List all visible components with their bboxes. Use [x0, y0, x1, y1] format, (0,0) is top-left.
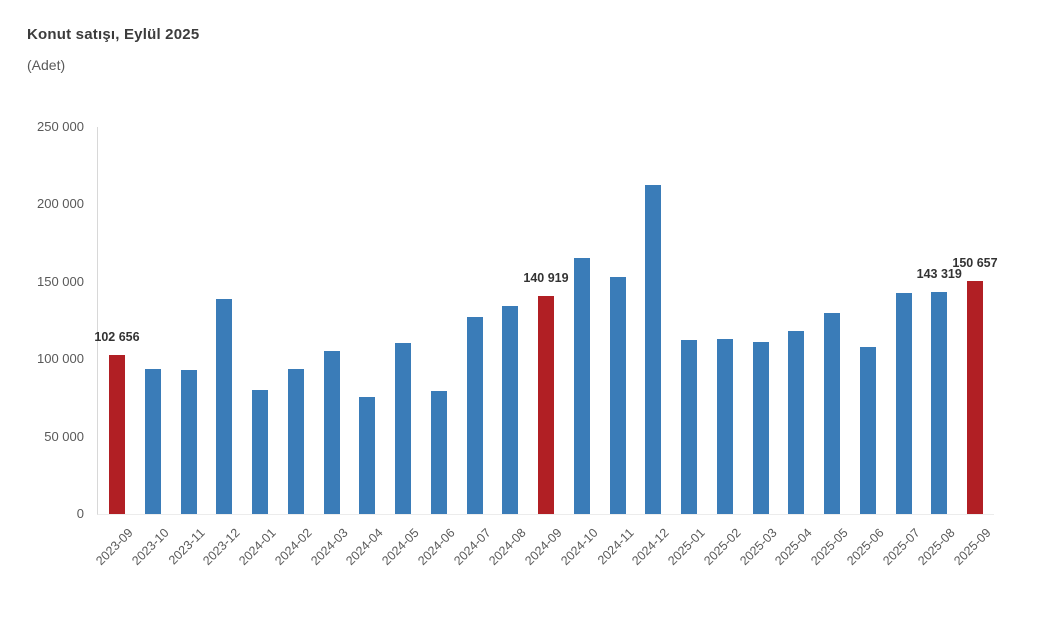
bar-2023-11[interactable]: [180, 369, 197, 514]
bar-2025-02[interactable]: [716, 339, 733, 514]
bar-2025-05[interactable]: [824, 312, 840, 514]
y-axis-tick-label: 250 000: [37, 119, 84, 134]
bar-2024-05[interactable]: [395, 342, 411, 514]
bar-2024-11[interactable]: [609, 277, 626, 514]
data-label-2023-09: 102 656: [94, 330, 140, 345]
bar-2023-10[interactable]: [144, 368, 161, 514]
bar-2024-07[interactable]: [466, 317, 483, 514]
bar-2025-08[interactable]: [931, 292, 948, 514]
y-axis-tick-label: 150 000: [37, 273, 84, 289]
bar-2024-12[interactable]: [645, 184, 662, 514]
bar-2024-02[interactable]: [287, 368, 304, 514]
y-axis-tick-label: 0: [76, 506, 84, 521]
y-axis-tick-label: 100 000: [37, 351, 84, 367]
plot-area: [97, 127, 994, 515]
bar-2025-09[interactable]: [967, 280, 983, 514]
bar-2023-12[interactable]: [216, 299, 233, 514]
bar-2025-01[interactable]: [681, 340, 697, 514]
bar-2025-07[interactable]: [895, 292, 912, 514]
bar-2025-03[interactable]: [752, 342, 769, 514]
data-label-2025-08: 143 319: [916, 267, 962, 282]
bar-2023-09[interactable]: [109, 355, 125, 514]
bar-2024-03[interactable]: [323, 350, 340, 514]
bar-2024-04[interactable]: [359, 397, 376, 514]
y-axis-tick-label: 50 000: [44, 428, 84, 444]
chart-title: Konut satışı, Eylül 2025: [27, 26, 200, 43]
data-label-2024-09: 140 919: [523, 270, 569, 285]
bar-2024-10[interactable]: [573, 258, 590, 514]
bar-2024-01[interactable]: [252, 389, 268, 514]
bar-2025-06[interactable]: [859, 347, 876, 514]
bar-2024-06[interactable]: [430, 391, 447, 514]
bar-2024-08[interactable]: [502, 306, 519, 514]
y-axis-tick-label: 200 000: [37, 196, 84, 212]
data-label-2025-09: 150 657: [952, 255, 998, 270]
bar-2025-04[interactable]: [788, 330, 805, 514]
chart-subtitle: (Adet): [27, 57, 66, 73]
bar-2024-09[interactable]: [538, 295, 554, 514]
